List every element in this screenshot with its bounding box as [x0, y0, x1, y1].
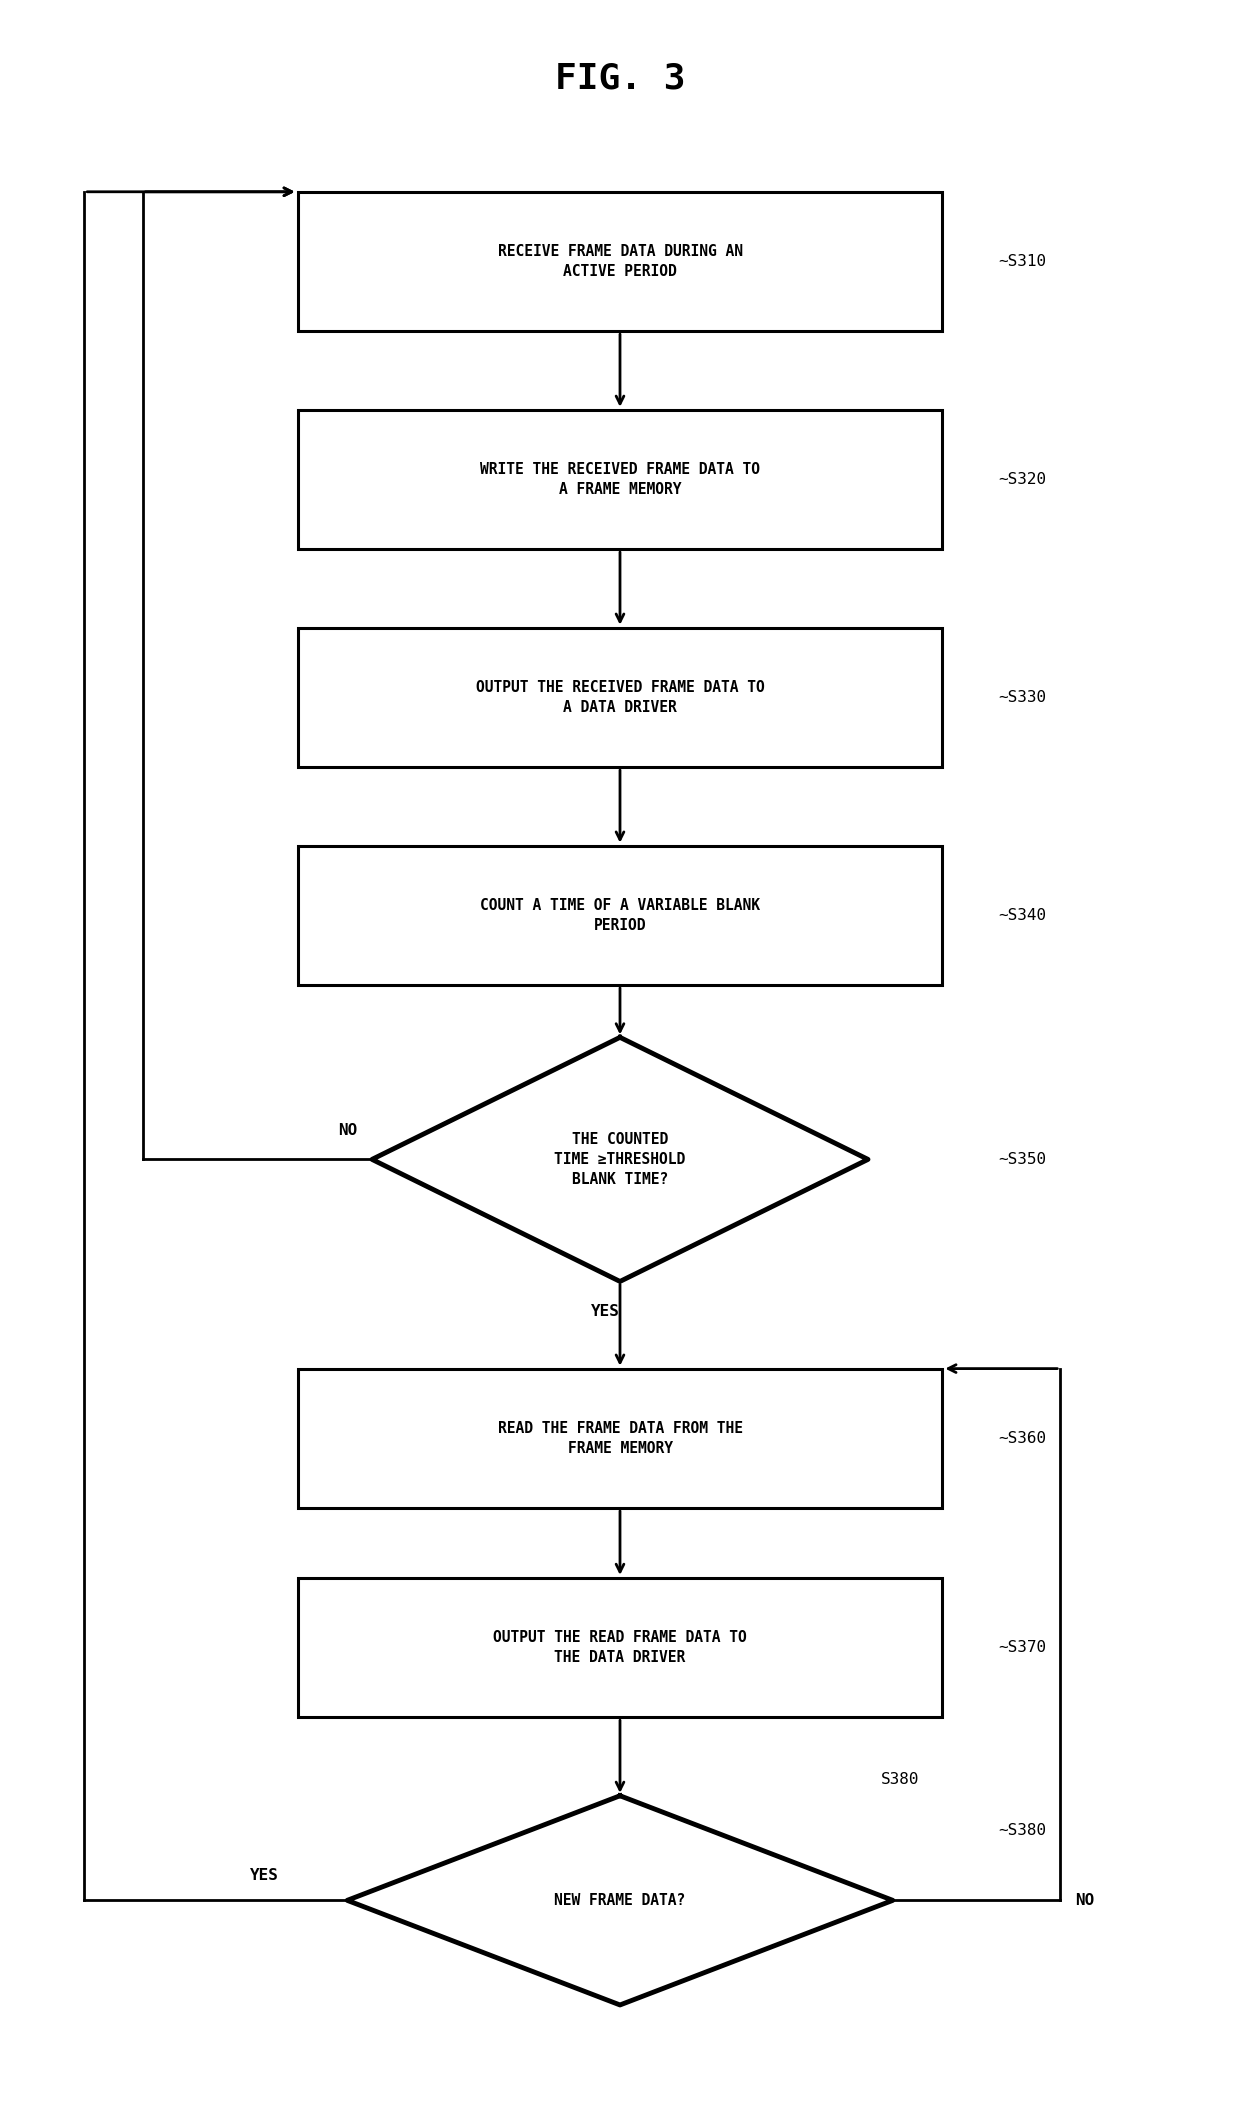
FancyBboxPatch shape	[298, 1368, 942, 1508]
Text: NEW FRAME DATA?: NEW FRAME DATA?	[554, 1893, 686, 1908]
Text: ∼S320: ∼S320	[998, 472, 1047, 487]
Text: YES: YES	[590, 1304, 620, 1319]
FancyBboxPatch shape	[298, 191, 942, 332]
Text: WRITE THE RECEIVED FRAME DATA TO
A FRAME MEMORY: WRITE THE RECEIVED FRAME DATA TO A FRAME…	[480, 462, 760, 498]
Text: READ THE FRAME DATA FROM THE
FRAME MEMORY: READ THE FRAME DATA FROM THE FRAME MEMOR…	[497, 1421, 743, 1455]
Text: RECEIVE FRAME DATA DURING AN
ACTIVE PERIOD: RECEIVE FRAME DATA DURING AN ACTIVE PERI…	[497, 245, 743, 279]
Text: OUTPUT THE RECEIVED FRAME DATA TO
A DATA DRIVER: OUTPUT THE RECEIVED FRAME DATA TO A DATA…	[476, 681, 764, 715]
Text: ∼S340: ∼S340	[998, 908, 1047, 923]
Text: ∼S330: ∼S330	[998, 689, 1047, 704]
Text: ∼S350: ∼S350	[998, 1153, 1047, 1168]
Text: THE COUNTED
TIME ≥THRESHOLD
BLANK TIME?: THE COUNTED TIME ≥THRESHOLD BLANK TIME?	[554, 1132, 686, 1187]
Text: FIG. 3: FIG. 3	[554, 62, 686, 96]
Text: S380: S380	[880, 1772, 919, 1787]
FancyBboxPatch shape	[298, 627, 942, 768]
FancyBboxPatch shape	[298, 411, 942, 549]
Polygon shape	[372, 1038, 868, 1280]
Text: COUNT A TIME OF A VARIABLE BLANK
PERIOD: COUNT A TIME OF A VARIABLE BLANK PERIOD	[480, 898, 760, 934]
FancyBboxPatch shape	[298, 847, 942, 985]
FancyBboxPatch shape	[298, 1578, 942, 1716]
Text: ∼S310: ∼S310	[998, 253, 1047, 268]
Text: ∼S360: ∼S360	[998, 1431, 1047, 1446]
Text: NO: NO	[1075, 1893, 1095, 1908]
Polygon shape	[347, 1795, 893, 2006]
Text: NO: NO	[337, 1123, 357, 1138]
Text: ∼S380: ∼S380	[998, 1823, 1047, 1838]
Text: ∼S370: ∼S370	[998, 1640, 1047, 1655]
Text: OUTPUT THE READ FRAME DATA TO
THE DATA DRIVER: OUTPUT THE READ FRAME DATA TO THE DATA D…	[494, 1629, 746, 1665]
Text: YES: YES	[250, 1868, 279, 1882]
